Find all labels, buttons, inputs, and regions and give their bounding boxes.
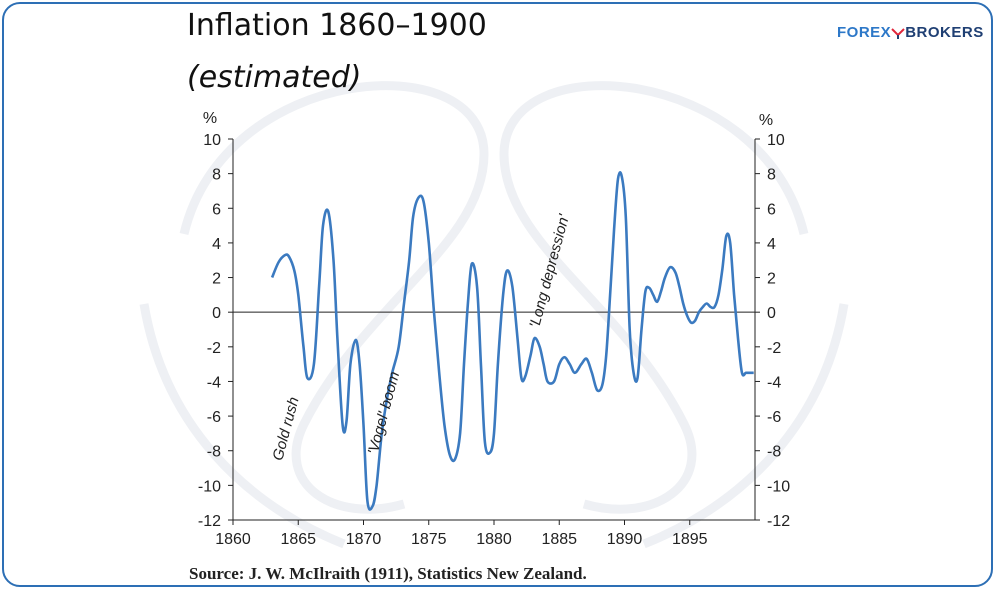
x-tick-label: 1895: [672, 531, 708, 548]
brand-mark-icon: [891, 28, 905, 40]
y-tick-label-right: 0: [767, 305, 776, 322]
y-tick-label-left: 4: [212, 236, 221, 253]
y-tick-label-right: 10: [767, 132, 785, 149]
y-tick-label-right: -6: [767, 409, 781, 426]
x-tick-label: 1890: [607, 531, 643, 548]
series-layer: [270, 171, 754, 511]
annotation-0: Gold rush: [269, 395, 302, 462]
axes: 10 10 8 8 6 6 4 4 2 2 0 0 -2 -2 -4 -4 -6 -6 -8 -8 -10 -10 -12 -…: [198, 132, 790, 548]
inflation-series-line: [270, 171, 754, 511]
y-tick-label-left: 0: [212, 305, 221, 322]
brand-logo-part1: FOREX: [837, 24, 892, 41]
chart-title: Inflation 1860–1900: [187, 8, 487, 43]
y-tick-label-left: 8: [212, 167, 221, 184]
brand-logo-part2: BROKERS: [905, 24, 984, 41]
y-tick-label-right: 4: [767, 236, 776, 253]
x-tick-label: 1875: [411, 531, 447, 548]
y-tick-label-left: -2: [207, 340, 221, 357]
x-tick-label: 1870: [346, 531, 382, 548]
y-tick-label-left: 10: [203, 132, 221, 149]
y-tick-label-right: -4: [767, 374, 781, 391]
annotation-1: 'Vogel' boom: [365, 370, 403, 457]
y-tick-label-left: 2: [212, 271, 221, 288]
source-note: Source: J. W. McIlraith (1911), Statisti…: [189, 564, 587, 583]
y-axis-unit-left: %: [203, 110, 217, 127]
chart-subtitle: (estimated): [187, 60, 362, 95]
y-tick-label-right: -10: [767, 478, 790, 495]
y-tick-label-right: 8: [767, 167, 776, 184]
y-tick-label-left: -6: [207, 409, 221, 426]
y-tick-label-left: -8: [207, 444, 221, 461]
y-tick-label-right: -8: [767, 444, 781, 461]
inflation-chart: % % 10 10 8 8 6 6 4 4 2 2 0 0 -2 -2 -4 -4 -6 -6 -8 -8 -10 -10…: [198, 110, 790, 548]
brand-logo: FOREX BROKERS: [837, 24, 984, 41]
x-tick-label: 1885: [541, 531, 577, 548]
y-tick-label-left: -12: [198, 513, 221, 530]
x-tick-label: 1865: [280, 531, 316, 548]
x-tick-label: 1860: [215, 531, 251, 548]
x-tick-label: 1880: [476, 531, 512, 548]
y-tick-label-right: -12: [767, 513, 790, 530]
y-tick-label-left: -10: [198, 478, 221, 495]
y-tick-label-right: 6: [767, 201, 776, 218]
y-tick-label-left: 6: [212, 201, 221, 218]
watermark-logo: [139, 81, 849, 549]
y-tick-label-left: -4: [207, 374, 221, 391]
y-tick-label-right: -2: [767, 340, 781, 357]
y-tick-label-right: 2: [767, 271, 776, 288]
y-axis-unit-right: %: [759, 112, 773, 129]
